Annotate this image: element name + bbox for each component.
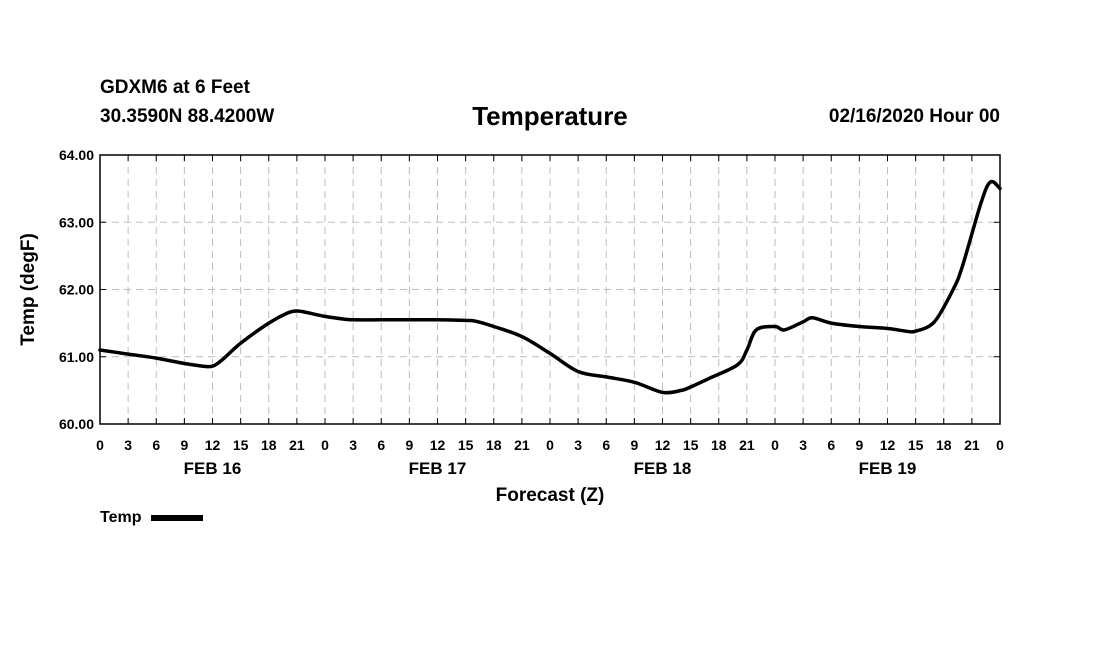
x-tick-labels: 0 3 6 9 12 15 18 21 0 3 6 9 12 15 18 21 0 3 6 9 12 15 18 21 0 3 6 9…: [96, 437, 1004, 453]
y-tick-label: 62.00: [59, 282, 94, 298]
x-tick-label: 18: [936, 437, 952, 453]
x-tick-label: 15: [458, 437, 474, 453]
x-tick-label: 12: [880, 437, 896, 453]
x-tick-label: 6: [377, 437, 385, 453]
x-tick-label: 9: [630, 437, 638, 453]
forecast-datetime: 02/16/2020 Hour 00: [828, 106, 1000, 127]
x-tick-label: 6: [602, 437, 610, 453]
x-tick-label: 21: [964, 437, 980, 453]
x-tick-label: 3: [124, 437, 132, 453]
x-tick-label: 9: [405, 437, 413, 453]
x-tick-label: 0: [771, 437, 779, 453]
y-tick-label: 63.00: [59, 214, 94, 230]
x-tick-label: 18: [486, 437, 502, 453]
x-tick-label: 0: [546, 437, 554, 453]
x-tick-label: 18: [711, 437, 727, 453]
x-tick-label: 0: [321, 437, 329, 453]
x-tick-label: 15: [683, 437, 699, 453]
x-tick-label: 12: [430, 437, 446, 453]
axis-ticks: [99, 154, 1001, 425]
x-tick-label: 3: [799, 437, 807, 453]
x-tick-label: 3: [574, 437, 582, 453]
day-label: FEB 19: [859, 459, 917, 478]
x-tick-label: 21: [289, 437, 305, 453]
legend-label: Temp: [100, 509, 142, 526]
x-tick-label: 6: [152, 437, 160, 453]
y-tick-label: 60.00: [59, 416, 94, 432]
x-tick-label: 21: [739, 437, 755, 453]
x-tick-label: 12: [655, 437, 671, 453]
x-tick-label: 3: [349, 437, 357, 453]
legend-line-swatch: [151, 515, 204, 521]
x-tick-label: 18: [261, 437, 277, 453]
x-tick-label: 9: [855, 437, 863, 453]
chart-grid: [100, 155, 1000, 424]
station-coordinates: 30.3590N 88.4200W: [100, 106, 275, 127]
chart-title: Temperature: [472, 101, 628, 131]
day-label: FEB 17: [409, 459, 467, 478]
y-axis-label: Temp (degF): [18, 233, 39, 346]
day-label: FEB 16: [184, 459, 242, 478]
day-labels: FEB 16 FEB 17 FEB 18 FEB 19: [184, 459, 917, 478]
y-tick-labels: 60.00 61.00 62.00 63.00 64.00: [59, 147, 94, 432]
x-axis-label: Forecast (Z): [496, 485, 605, 506]
x-tick-label: 6: [827, 437, 835, 453]
station-name: GDXM6 at 6 Feet: [100, 77, 250, 98]
day-label: FEB 18: [634, 459, 692, 478]
x-tick-label: 12: [205, 437, 221, 453]
x-tick-label: 0: [96, 437, 104, 453]
x-tick-label: 15: [233, 437, 249, 453]
x-tick-label: 9: [180, 437, 188, 453]
y-tick-label: 61.00: [59, 349, 94, 365]
x-tick-label: 21: [514, 437, 530, 453]
series-line-temp: [98, 179, 1002, 395]
y-tick-label: 64.00: [59, 147, 94, 163]
legend: Temp: [100, 509, 204, 527]
x-tick-label: 0: [996, 437, 1004, 453]
x-tick-label: 15: [908, 437, 924, 453]
